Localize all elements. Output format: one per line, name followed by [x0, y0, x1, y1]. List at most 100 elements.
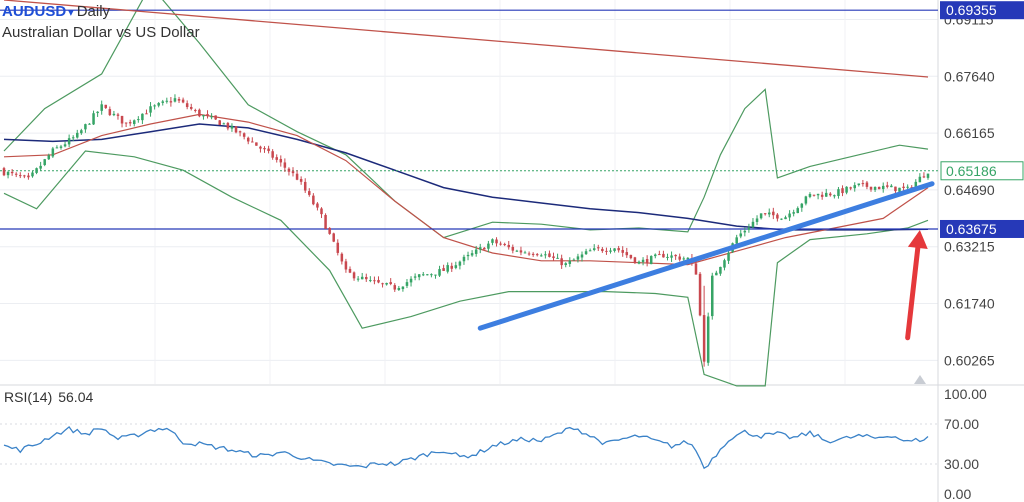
candle-body [535, 254, 539, 256]
candle-body [255, 142, 258, 146]
candle-body [108, 109, 112, 116]
candle-body [377, 279, 380, 283]
candle-body [906, 186, 909, 188]
candle-body [417, 274, 421, 278]
symbol-label[interactable]: AUDUSD [2, 3, 67, 20]
candle-body [332, 233, 335, 242]
candle-body [474, 249, 478, 254]
candle-body [426, 274, 429, 276]
candle-body [478, 247, 482, 250]
chart-header: AUDUSD ▾ Daily Australian Dollar vs US Dol… [2, 2, 200, 42]
candle-body [112, 113, 116, 116]
rsi-line [3, 425, 929, 470]
candle-body [857, 183, 861, 186]
candle-body [613, 248, 616, 251]
candle-body [299, 179, 303, 182]
candle-body [340, 253, 344, 262]
candle-body [226, 122, 230, 129]
candle-body [161, 101, 165, 103]
candle-body [308, 191, 311, 195]
candle-body [694, 263, 698, 275]
candle-body [328, 227, 331, 234]
candle-body [621, 249, 624, 253]
candle-body [743, 230, 747, 233]
candle-body [609, 250, 612, 252]
candle-body [601, 248, 604, 252]
candle-body [759, 213, 763, 219]
rsi-value: 56.04 [58, 389, 94, 405]
candle-body [833, 195, 836, 197]
candle-body [837, 189, 840, 196]
candle-body [491, 239, 494, 243]
candle-body [902, 186, 905, 188]
candle-body [926, 173, 930, 178]
candle-body [381, 283, 384, 285]
candle-body [43, 159, 46, 165]
candle-body [808, 194, 812, 197]
candle-body [747, 227, 751, 230]
candle-body [263, 148, 266, 150]
arrow-up-icon [905, 245, 921, 341]
candle-body [503, 243, 506, 246]
candle-body [796, 208, 800, 214]
candle-body [706, 316, 710, 363]
candle-body [214, 115, 217, 120]
candle-body [845, 186, 848, 193]
candle-body [165, 100, 169, 102]
candle-body [662, 253, 665, 258]
rsi-tick-label: 0.00 [944, 486, 971, 502]
interval-label[interactable]: Daily [76, 3, 111, 20]
rsi-tick-label: 70.00 [944, 416, 979, 432]
candle-body [865, 182, 869, 187]
candle-body [320, 208, 323, 215]
candle-body [10, 171, 14, 174]
candle-body [153, 105, 156, 107]
candle-body [218, 120, 221, 126]
candle-body [39, 165, 42, 169]
candle-body [348, 268, 352, 273]
candle-body [422, 274, 425, 276]
candle-body [14, 173, 18, 175]
candle-body [373, 280, 376, 282]
ascending-trendline [477, 181, 935, 331]
candle-body [507, 244, 510, 248]
candle-body [792, 212, 795, 214]
candle-body [820, 194, 824, 197]
candle-body [198, 109, 201, 117]
candle-body [804, 196, 808, 204]
candle-body [495, 239, 498, 244]
bollinger-lower-line [3, 150, 929, 387]
candle-body [352, 272, 356, 279]
bollinger-upper-line [3, 0, 929, 239]
candle-body [470, 253, 474, 256]
candle-body [450, 265, 454, 269]
candle-body [365, 277, 368, 280]
candle-body [784, 217, 787, 220]
chevron-down-icon[interactable]: ▾ [68, 7, 74, 19]
candle-body [592, 248, 596, 250]
rsi-label: RSI(14) [4, 389, 53, 405]
current-price-box [940, 161, 1024, 181]
candle-body [35, 168, 38, 173]
candle-body [751, 221, 755, 228]
candle-body [55, 147, 59, 149]
price-level-label: 0.63675 [946, 221, 997, 237]
candle-body [841, 188, 844, 194]
current-price-label: 0.65186 [946, 163, 997, 179]
price-level-label: 0.69355 [946, 2, 997, 18]
candle-body [564, 263, 567, 266]
candle-body [124, 122, 128, 124]
candle-body [788, 213, 791, 218]
candle-body [157, 103, 160, 106]
candle-body [295, 173, 299, 180]
candle-body [116, 114, 120, 116]
candle-body [873, 186, 877, 190]
candle-body [877, 186, 881, 190]
candle-body [413, 276, 417, 278]
candle-body [584, 251, 588, 255]
candle-body [120, 115, 124, 124]
price-level-box [940, 1, 1024, 20]
candle-body [251, 141, 254, 143]
candle-body [283, 162, 287, 168]
